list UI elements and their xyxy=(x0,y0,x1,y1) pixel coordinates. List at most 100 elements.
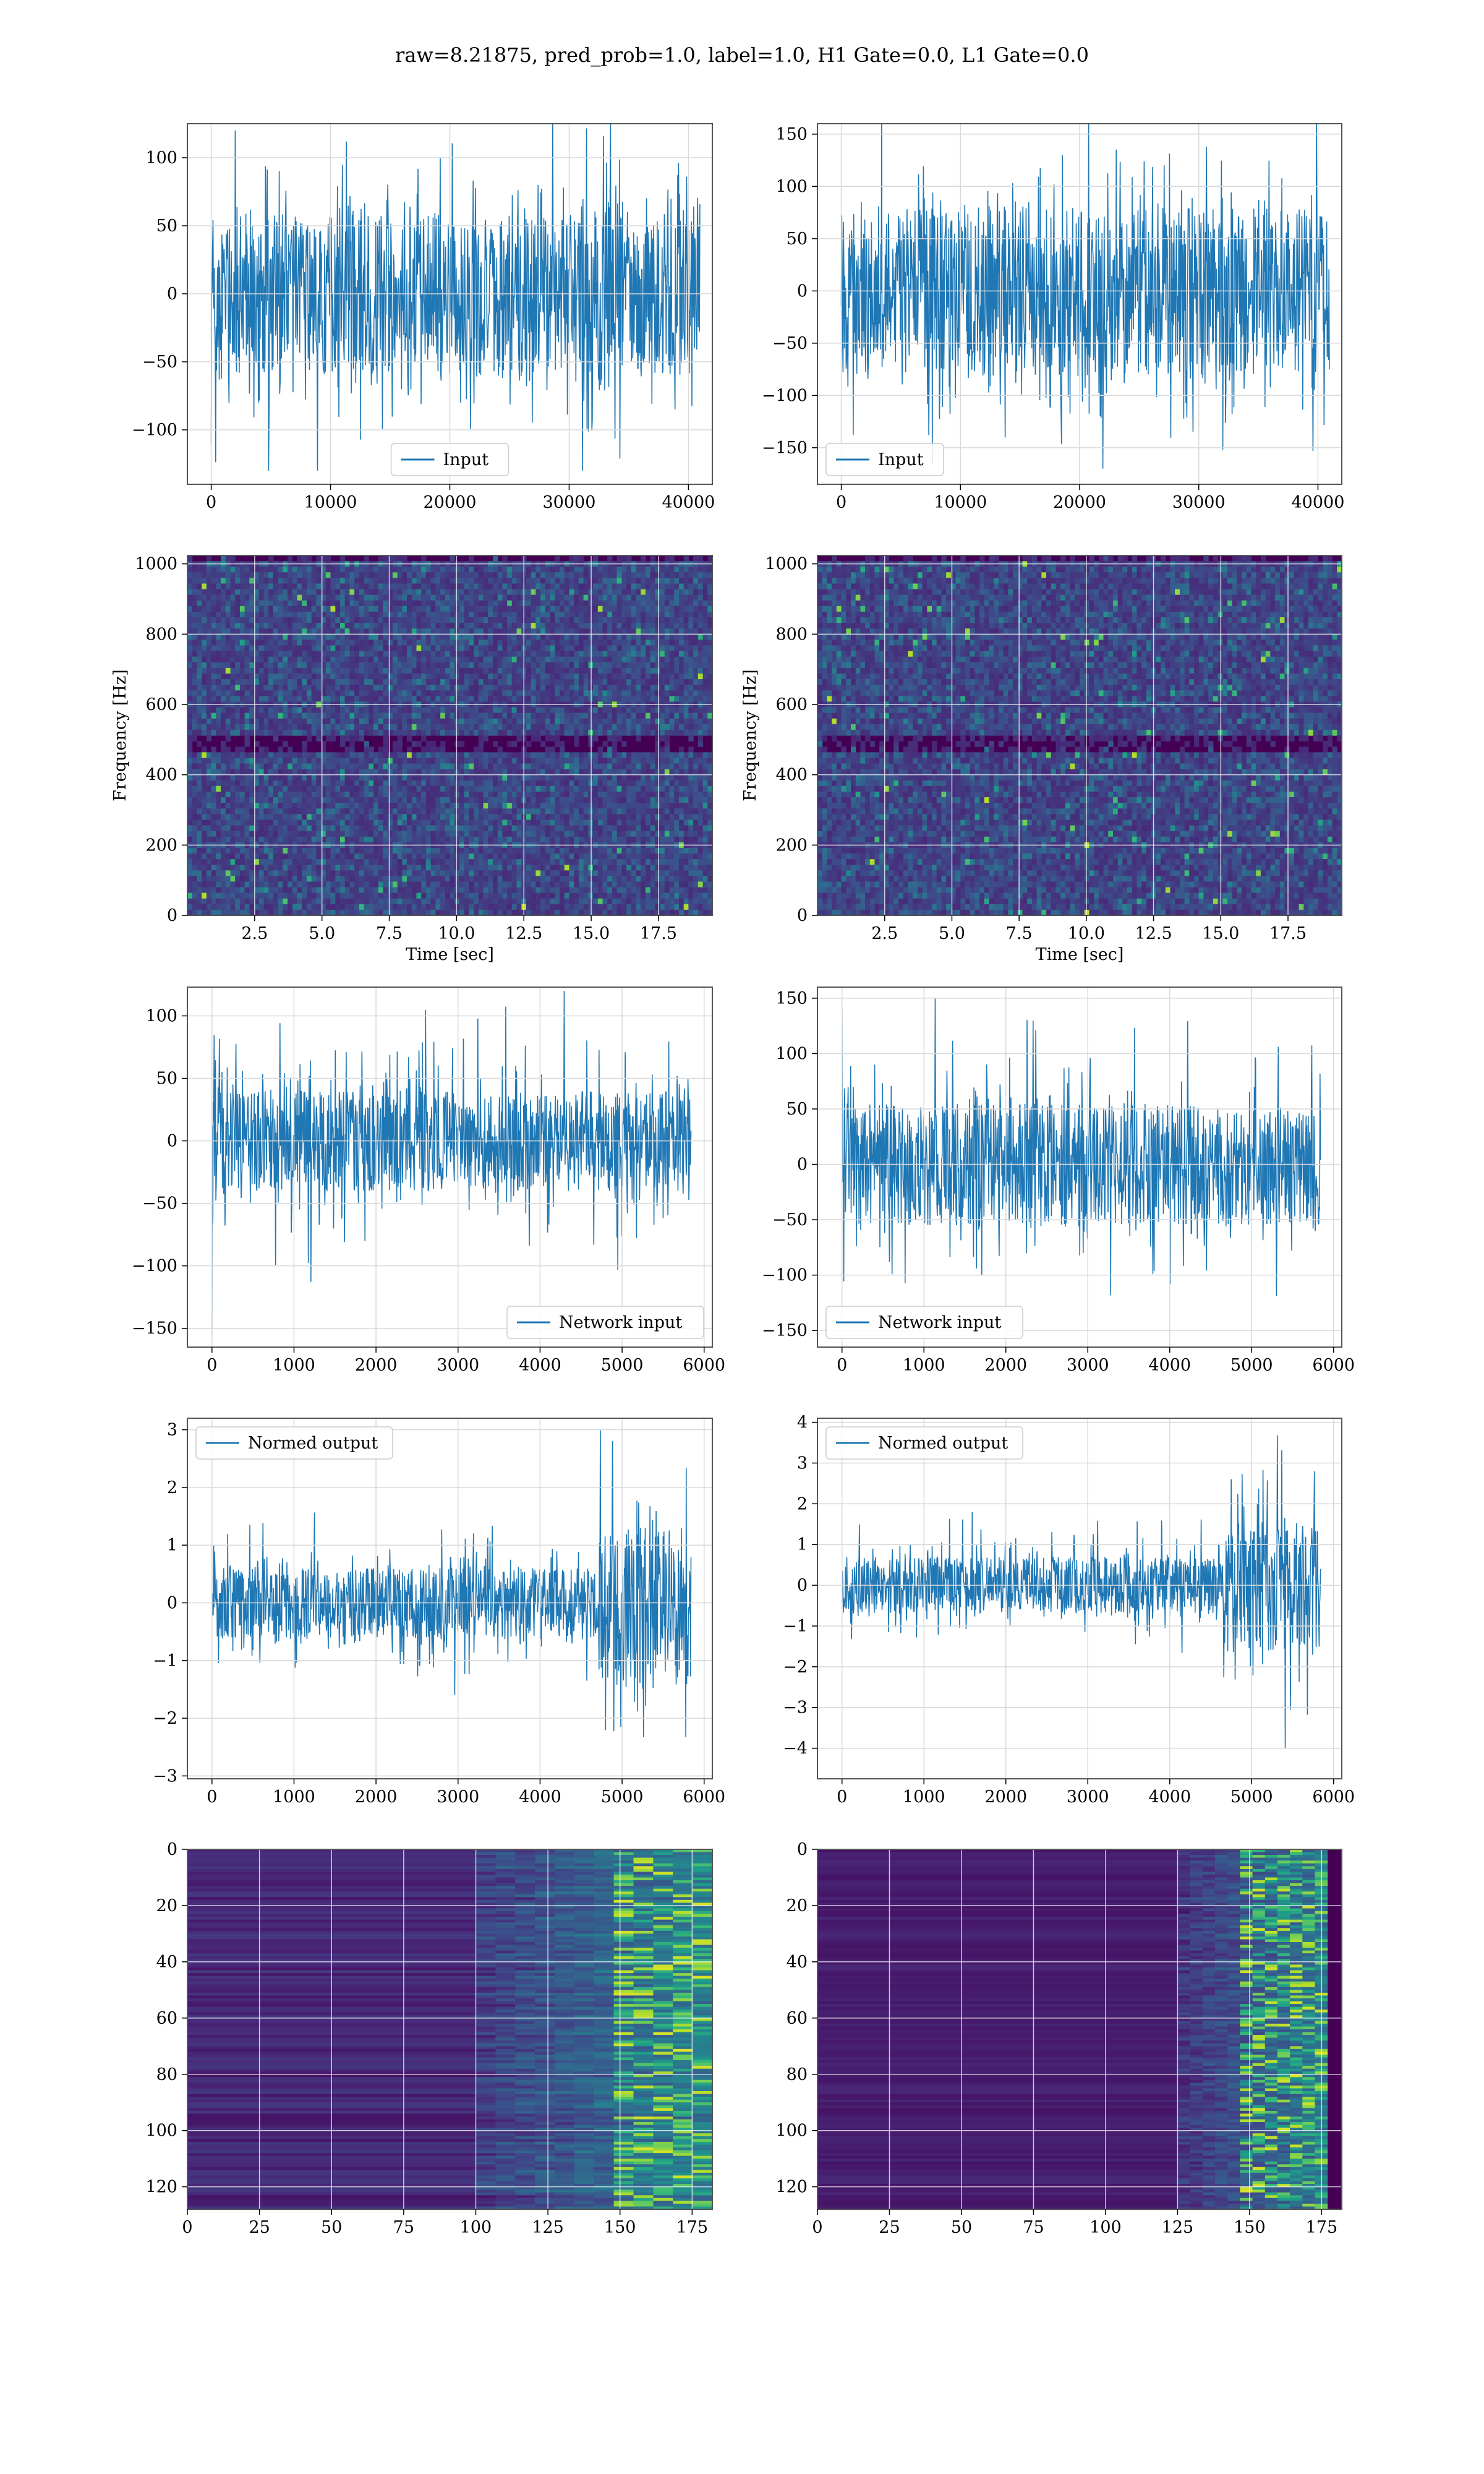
spectrogram-cell xyxy=(564,651,569,657)
spectrogram-cell xyxy=(239,803,245,809)
spectrogram-cell xyxy=(239,887,245,894)
spectrogram-cell xyxy=(560,797,565,803)
spectrogram-cell xyxy=(369,808,374,815)
spectrogram-cell xyxy=(297,567,302,573)
spectrogram-cell xyxy=(397,567,403,573)
spectrogram-cell xyxy=(249,769,255,776)
spectrogram-cell xyxy=(425,594,432,601)
spectrogram-cell xyxy=(340,634,346,640)
spectrogram-cell xyxy=(416,718,422,725)
spectrogram-cell xyxy=(373,707,379,714)
spectrogram-cell xyxy=(531,718,536,725)
spectrogram-cell xyxy=(383,752,388,758)
spectrogram-cell xyxy=(478,909,484,915)
spectrogram-cell xyxy=(307,774,312,781)
spectrogram-cell xyxy=(335,780,341,787)
spectrogram-cell xyxy=(478,735,484,742)
spectrogram-cell xyxy=(430,685,436,691)
spectrogram-cell xyxy=(197,865,202,871)
spectrogram-cell xyxy=(383,662,388,669)
spectrogram-cell xyxy=(535,892,541,899)
spectrogram-cell xyxy=(216,707,221,714)
spectrogram-cell xyxy=(254,572,260,578)
spectrogram-cell xyxy=(216,892,221,899)
spectrogram-cell xyxy=(483,865,488,871)
spectrogram-cell xyxy=(283,825,288,832)
spectrogram-cell xyxy=(369,791,374,798)
spectrogram-cell xyxy=(531,791,536,798)
spectrogram-cell xyxy=(302,825,307,832)
spectrogram-cell xyxy=(288,769,293,776)
spectrogram-cell xyxy=(493,791,498,798)
spectrogram-cell xyxy=(502,713,508,719)
spectrogram-cell xyxy=(516,803,522,809)
spectrogram-cell xyxy=(397,645,403,652)
spectrogram-cell xyxy=(531,785,536,792)
spectrogram-cell xyxy=(258,808,265,815)
spectrogram-cell xyxy=(330,667,336,674)
spectrogram-cell xyxy=(478,803,484,809)
spectrogram-cell xyxy=(450,797,455,803)
spectrogram-cell xyxy=(307,696,312,702)
spectrogram-cell xyxy=(516,567,522,573)
spectrogram-cell xyxy=(464,583,469,590)
spectrogram-cell xyxy=(411,589,417,596)
spectrogram-cell xyxy=(239,713,245,719)
spectrogram-cell xyxy=(469,594,474,601)
spectrogram-cell xyxy=(249,589,255,596)
spectrogram-cell xyxy=(235,887,241,894)
spectrogram-cell xyxy=(359,820,365,826)
spectrogram-cell xyxy=(335,881,341,888)
spectrogram-cell xyxy=(545,634,551,640)
spectrogram-cell xyxy=(469,611,474,618)
spectrogram-cell xyxy=(535,600,541,607)
spectrogram-cell xyxy=(263,820,269,826)
spectrogram-cell xyxy=(258,791,265,798)
spectrogram-cell xyxy=(550,578,555,584)
spectrogram-cell xyxy=(488,724,493,730)
spectrogram-cell xyxy=(321,898,326,905)
spectrogram-cell xyxy=(407,679,412,685)
spectrogram-cell xyxy=(302,662,307,669)
spectrogram-cell xyxy=(430,791,436,798)
spectrogram-cell xyxy=(516,617,522,623)
spectrogram-cell xyxy=(354,589,360,596)
spectrogram-cell xyxy=(425,791,432,798)
spectrogram-cell xyxy=(474,780,479,787)
spectrogram-cell xyxy=(263,780,269,787)
spectrogram-cell xyxy=(550,831,555,837)
spectrogram-cell xyxy=(402,752,407,758)
spectrogram-cell xyxy=(258,690,265,696)
spectrogram-cell xyxy=(411,820,417,826)
spectrogram-cell xyxy=(421,606,427,612)
spectrogram-cell xyxy=(388,718,393,725)
spectrogram-cell xyxy=(560,854,565,860)
spectrogram-cell xyxy=(283,898,288,905)
spectrogram-cell xyxy=(421,898,427,905)
spectrogram-cell xyxy=(316,628,322,635)
spectrogram-cell xyxy=(235,578,241,584)
spectrogram-cell xyxy=(187,555,193,562)
spectrogram-cell xyxy=(268,572,274,578)
spectrogram-cell xyxy=(211,881,216,888)
spectrogram-cell xyxy=(273,600,279,607)
spectrogram-cell xyxy=(221,859,226,865)
spectrogram-cell xyxy=(325,685,331,691)
spectrogram-cell xyxy=(197,763,202,770)
spectrogram-cell xyxy=(440,667,446,674)
spectrogram-cell xyxy=(369,617,374,623)
spectrogram-cell xyxy=(221,707,226,714)
spectrogram-cell xyxy=(239,707,245,714)
spectrogram-cell xyxy=(560,611,565,618)
spectrogram-cell xyxy=(369,881,374,888)
spectrogram-cell xyxy=(216,667,221,674)
spectrogram-cell xyxy=(192,808,197,815)
spectrogram-cell xyxy=(288,623,293,629)
spectrogram-cell xyxy=(383,758,388,764)
spectrogram-cell xyxy=(283,623,288,629)
spectrogram-cell xyxy=(202,696,207,702)
spectrogram-cell xyxy=(273,567,279,573)
spectrogram-cell xyxy=(206,645,212,652)
spectrogram-cell xyxy=(550,617,555,623)
spectrogram-cell xyxy=(478,696,484,702)
